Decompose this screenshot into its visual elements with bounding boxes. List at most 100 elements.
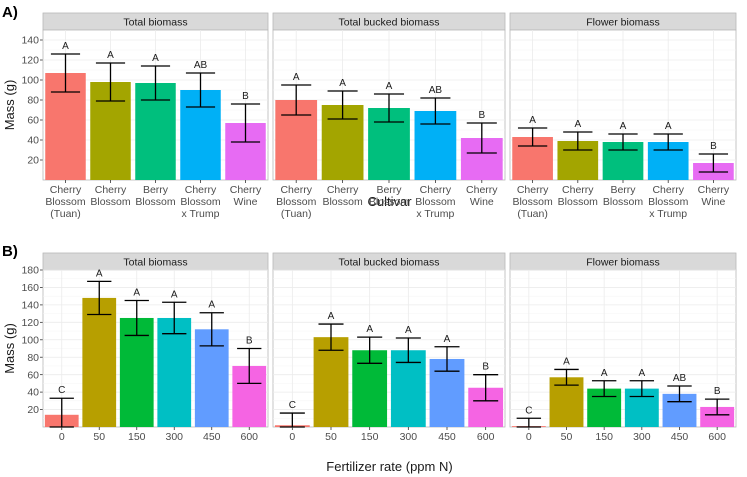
x-tick-label-line: Cherry <box>562 184 594 196</box>
facet-title: Flower biomass <box>586 257 660 269</box>
x-tick-label: Berry Blossom <box>369 184 410 208</box>
x-tick-label-line: Blossom <box>648 196 689 208</box>
x-tick-label-line: 600 <box>477 431 495 443</box>
facet-title: Flower biomass <box>586 17 660 29</box>
x-tick-label-line: Blossom <box>45 196 86 208</box>
x-tick-label: 450 <box>438 431 456 443</box>
x-tick-label-line: Cherry <box>327 184 359 196</box>
figure-label: A) <box>2 4 18 21</box>
x-tick-label-line: Blossom <box>415 196 456 208</box>
x-tick-label-line: Blossom <box>90 196 131 208</box>
significance-letter: A <box>574 119 581 130</box>
facet-title: Total biomass <box>123 17 187 29</box>
x-tick-label: 300 <box>165 431 183 443</box>
x-tick-label-line: 150 <box>361 431 379 443</box>
x-tick-label-line: Cherry <box>517 184 549 196</box>
x-tick-label: Cherry Blossom x Trump <box>180 184 221 220</box>
x-tick-label: Cherry Blossom (Tuan) <box>276 184 317 220</box>
bar <box>119 317 154 427</box>
facet-panel: Total bucked biomass C A A A A B 0 50 150 300 450 60… <box>272 252 506 443</box>
facet-title: Total bucked biomass <box>339 257 440 269</box>
x-tick-label-line: 450 <box>203 431 221 443</box>
significance-letter: B <box>710 141 717 152</box>
x-tick-label: Cherry Blossom (Tuan) <box>512 184 553 220</box>
significance-letter: A <box>107 50 114 61</box>
x-tick-label: 0 <box>289 431 295 443</box>
x-tick-label-line: Blossom <box>276 196 317 208</box>
y-axis-title: Mass (g) <box>2 80 17 131</box>
y-tick-label: 80 <box>27 352 39 364</box>
x-axis-title: Cultivar <box>367 194 412 209</box>
y-tick-label: 100 <box>21 75 39 87</box>
y-tick-label: 60 <box>27 369 39 381</box>
significance-letter: A <box>293 72 300 83</box>
x-tick-label: Cherry Blossom <box>90 184 131 208</box>
chart-a: A) Mass (g) 20 40 60 80 100 120 140 Cultivar Total… <box>2 4 737 220</box>
bar <box>313 337 349 427</box>
significance-letter: A <box>62 41 69 52</box>
x-tick-label: Cherry Blossom <box>558 184 599 208</box>
significance-letter: AB <box>673 373 687 384</box>
x-tick-label-line: Berry <box>610 184 636 196</box>
y-tick-label: 40 <box>27 135 39 147</box>
significance-letter: A <box>208 300 215 311</box>
significance-letter: A <box>620 121 627 132</box>
significance-letter: B <box>242 91 249 102</box>
x-tick-label-line: 450 <box>671 431 689 443</box>
significance-letter: A <box>133 288 140 299</box>
significance-letter: A <box>366 324 373 335</box>
x-tick-label: Berry Blossom <box>135 184 176 208</box>
y-tick-label: 160 <box>21 282 39 294</box>
significance-letter: A <box>96 268 103 279</box>
x-tick-label-line: Wine <box>234 196 258 208</box>
x-tick-label: Cherry Wine <box>466 184 498 208</box>
x-tick-label-line: Wine <box>470 196 494 208</box>
facet-title: Total bucked biomass <box>339 17 440 29</box>
x-tick-label-line: 150 <box>128 431 146 443</box>
y-axis-title: Mass (g) <box>2 323 17 374</box>
significance-letter: B <box>482 362 489 373</box>
significance-letter: AB <box>429 85 443 96</box>
x-tick-label-line: Berry <box>143 184 169 196</box>
x-tick-label: 150 <box>128 431 146 443</box>
x-tick-label-line: Blossom <box>512 196 553 208</box>
x-tick-label-line: 300 <box>400 431 418 443</box>
y-tick-label: 20 <box>27 404 39 416</box>
significance-letter: A <box>444 334 451 345</box>
y-tick-label: 140 <box>21 299 39 311</box>
x-tick-label-line: 0 <box>59 431 65 443</box>
x-tick-label: 450 <box>203 431 221 443</box>
significance-letter: A <box>638 368 645 379</box>
significance-letter: B <box>478 110 485 121</box>
x-tick-label: Cherry Wine <box>698 184 730 208</box>
x-tick-label-line: Blossom <box>180 196 221 208</box>
facet-panel: Flower biomass C A A A AB B 0 50 150 300 450 600 <box>509 252 737 443</box>
x-tick-label-line: Blossom <box>322 196 363 208</box>
y-tick-label: 120 <box>21 317 39 329</box>
x-tick-label-line: 0 <box>289 431 295 443</box>
x-tick-label: 50 <box>325 431 337 443</box>
y-tick-label: 180 <box>21 265 39 277</box>
y-tick-label: 40 <box>27 387 39 399</box>
x-tick-label-line: Cherry <box>466 184 498 196</box>
y-tick-label: 140 <box>21 35 39 47</box>
bar <box>82 297 117 427</box>
bar <box>157 317 192 427</box>
x-tick-label: 150 <box>361 431 379 443</box>
x-tick-label-line: Cherry <box>698 184 730 196</box>
x-tick-label-line: Cherry <box>230 184 262 196</box>
x-tick-label: Cherry Wine <box>230 184 262 208</box>
x-tick-label-line: Cherry <box>652 184 684 196</box>
x-tick-label: 0 <box>59 431 65 443</box>
x-tick-label-line: 150 <box>595 431 613 443</box>
x-tick-label-line: x Trump <box>416 208 454 220</box>
x-tick-label: Cherry Blossom (Tuan) <box>45 184 86 220</box>
x-tick-label: Cherry Blossom x Trump <box>415 184 456 220</box>
x-tick-label-line: (Tuan) <box>281 208 312 220</box>
x-tick-label-line: 600 <box>708 431 726 443</box>
facet-title: Total biomass <box>123 257 187 269</box>
x-tick-label-line: (Tuan) <box>517 208 548 220</box>
x-tick-label: 600 <box>240 431 258 443</box>
